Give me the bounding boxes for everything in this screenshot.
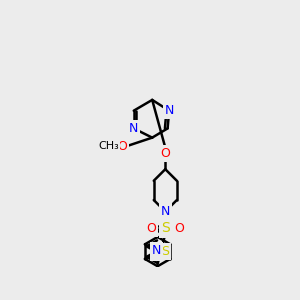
Text: O: O — [146, 222, 156, 235]
Text: N: N — [164, 104, 174, 117]
Text: S: S — [161, 221, 170, 236]
Text: N: N — [160, 205, 170, 218]
Text: N: N — [152, 244, 161, 257]
Text: O: O — [117, 140, 127, 153]
Text: O: O — [174, 222, 184, 235]
Text: O: O — [146, 222, 156, 235]
Text: S: S — [161, 221, 170, 236]
Text: S: S — [161, 245, 169, 258]
Text: CH₃: CH₃ — [98, 141, 119, 151]
Text: O: O — [117, 140, 127, 153]
Text: S: S — [161, 245, 169, 258]
Text: N: N — [152, 246, 161, 259]
Text: O: O — [160, 147, 170, 160]
Text: N: N — [152, 246, 161, 259]
Text: N: N — [129, 122, 138, 135]
Text: N: N — [129, 122, 138, 135]
Text: CH₃: CH₃ — [98, 141, 119, 151]
Text: N: N — [152, 244, 161, 257]
Text: N: N — [164, 104, 174, 117]
Text: N: N — [160, 205, 170, 218]
Text: O: O — [174, 222, 184, 235]
Text: O: O — [160, 147, 170, 160]
